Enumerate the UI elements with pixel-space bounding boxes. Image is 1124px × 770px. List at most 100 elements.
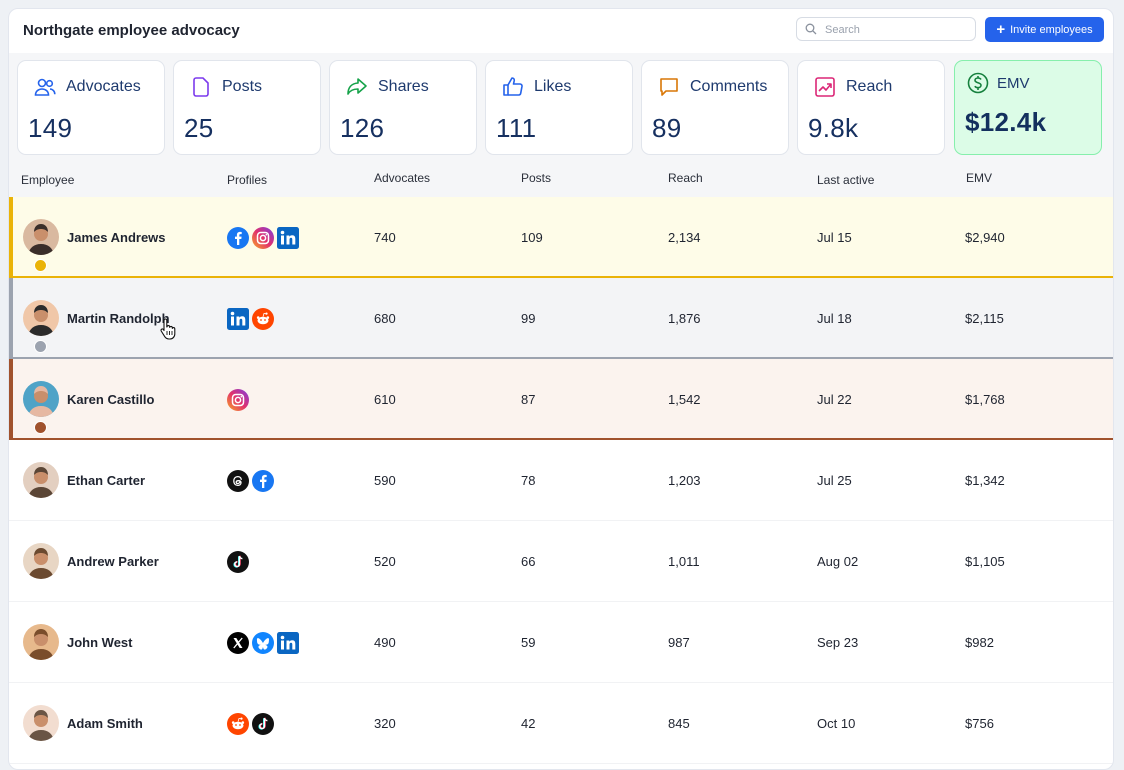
employee-name[interactable]: Martin Randolph bbox=[67, 311, 170, 326]
stat-label: Advocates bbox=[66, 78, 141, 95]
rank-underline bbox=[9, 276, 1113, 278]
stat-value: 25 bbox=[184, 113, 214, 143]
avatar bbox=[23, 705, 59, 741]
search-icon bbox=[805, 23, 817, 35]
avatar bbox=[23, 381, 59, 417]
profile-icons bbox=[227, 632, 299, 654]
threads-icon[interactable] bbox=[227, 470, 249, 492]
stat-label: Likes bbox=[534, 78, 572, 95]
x-icon[interactable] bbox=[227, 632, 249, 654]
bluesky-icon[interactable] bbox=[252, 632, 274, 654]
linkedin-icon[interactable] bbox=[227, 308, 249, 330]
employee-name[interactable]: James Andrews bbox=[67, 230, 166, 245]
table-row[interactable]: Ethan Carter 590 78 1,203 Jul 25 $1,342 bbox=[9, 440, 1113, 521]
employee-name[interactable]: John West bbox=[67, 635, 133, 650]
column-header-profiles[interactable]: Profiles bbox=[227, 173, 268, 187]
invite-employees-button[interactable]: + Invite employees bbox=[985, 17, 1104, 42]
stat-card-posts: Posts 25 bbox=[173, 60, 321, 155]
row-divider bbox=[9, 763, 1113, 764]
cell-reach: 845 bbox=[668, 716, 690, 731]
cell-reach: 1,203 bbox=[668, 473, 701, 488]
cell-emv: $1,105 bbox=[965, 554, 1005, 569]
cell-posts: 59 bbox=[521, 635, 536, 650]
tiktok-icon[interactable] bbox=[252, 713, 274, 735]
profile-icons bbox=[227, 389, 249, 411]
stat-label: Comments bbox=[690, 78, 768, 95]
panel-header: Northgate employee advocacy + Invite emp… bbox=[9, 9, 1113, 53]
column-header-posts[interactable]: Posts bbox=[521, 171, 552, 185]
cell-posts: 66 bbox=[521, 554, 536, 569]
rank-underline bbox=[9, 357, 1113, 359]
row-divider bbox=[9, 601, 1113, 602]
instagram-icon[interactable] bbox=[227, 389, 249, 411]
stat-label: EMV bbox=[997, 75, 1030, 92]
table-row[interactable]: John West 490 59 987 Sep 23 $982 bbox=[9, 602, 1113, 683]
cell-reach: 1,876 bbox=[668, 311, 701, 326]
cell-advocates: 320 bbox=[374, 716, 396, 731]
profile-icons bbox=[227, 308, 274, 330]
stat-label: Shares bbox=[378, 78, 429, 95]
cell-posts: 109 bbox=[521, 230, 543, 245]
cell-last-active: Oct 10 bbox=[817, 716, 856, 731]
reddit-icon[interactable] bbox=[252, 308, 274, 330]
avatar bbox=[23, 219, 59, 255]
cell-emv: $756 bbox=[965, 716, 994, 731]
employee-name[interactable]: Karen Castillo bbox=[67, 392, 155, 407]
stat-card-shares: Shares 126 bbox=[329, 60, 477, 155]
linkedin-icon[interactable] bbox=[277, 227, 299, 249]
reddit-icon[interactable] bbox=[227, 713, 249, 735]
cell-last-active: Sep 23 bbox=[817, 635, 859, 650]
column-header-reach[interactable]: Reach bbox=[668, 171, 703, 185]
cell-last-active: Jul 22 bbox=[817, 392, 852, 407]
stat-card-comments: Comments 89 bbox=[641, 60, 789, 155]
rank-medal-icon bbox=[34, 259, 47, 272]
column-header-last-active[interactable]: Last active bbox=[817, 173, 875, 187]
stats-cards: Advocates 149 Posts 25 Shares 126 Likes … bbox=[9, 53, 1113, 159]
table-row[interactable]: Karen Castillo 610 87 1,542 Jul 22 $1,768 bbox=[9, 359, 1113, 440]
search-input[interactable] bbox=[823, 20, 972, 40]
page-title: Northgate employee advocacy bbox=[23, 22, 240, 39]
facebook-icon[interactable] bbox=[252, 470, 274, 492]
rank-bar bbox=[9, 359, 13, 440]
row-divider bbox=[9, 682, 1113, 683]
tiktok-icon[interactable] bbox=[227, 551, 249, 573]
employee-name[interactable]: Ethan Carter bbox=[67, 473, 146, 488]
instagram-icon[interactable] bbox=[252, 227, 274, 249]
cell-advocates: 610 bbox=[374, 392, 396, 407]
thumbs-up-icon bbox=[503, 77, 523, 96]
table-row[interactable]: Andrew Parker 520 66 1,011 Aug 02 $1,105 bbox=[9, 521, 1113, 602]
column-header-emv[interactable]: EMV bbox=[966, 171, 993, 185]
linkedin-icon[interactable] bbox=[277, 632, 299, 654]
column-header-employee[interactable]: Employee bbox=[21, 173, 75, 187]
stat-card-emv: EMV $12.4k bbox=[954, 60, 1102, 155]
stat-card-advocates: Advocates 149 bbox=[17, 60, 165, 155]
cell-advocates: 740 bbox=[374, 230, 396, 245]
hand-cursor-icon bbox=[160, 318, 176, 340]
cell-emv: $982 bbox=[965, 635, 994, 650]
employee-name[interactable]: Andrew Parker bbox=[67, 554, 159, 569]
table-row[interactable]: James Andrews 740 109 2,134 Jul 15 $2,940 bbox=[9, 197, 1113, 278]
dollar-icon bbox=[967, 72, 989, 94]
document-icon bbox=[193, 77, 209, 97]
stat-card-likes: Likes 111 bbox=[485, 60, 633, 155]
cell-reach: 2,134 bbox=[668, 230, 701, 245]
table-row[interactable]: Martin Randolph 680 99 1,876 Jul 18 $2,115 bbox=[9, 278, 1113, 359]
search-box[interactable] bbox=[796, 17, 976, 41]
avatar bbox=[23, 300, 59, 336]
table-header: Employee Profiles Advocates Posts Reach … bbox=[9, 159, 1113, 198]
column-header-advocates[interactable]: Advocates bbox=[374, 171, 431, 185]
employee-name[interactable]: Adam Smith bbox=[67, 716, 143, 731]
cell-posts: 87 bbox=[521, 392, 536, 407]
avatar bbox=[23, 462, 59, 498]
table-row[interactable]: Adam Smith 320 42 845 Oct 10 $756 bbox=[9, 683, 1113, 764]
avatar bbox=[23, 624, 59, 660]
facebook-icon[interactable] bbox=[227, 227, 249, 249]
stat-value: 89 bbox=[652, 113, 682, 143]
cell-reach: 1,011 bbox=[668, 554, 700, 569]
row-divider bbox=[9, 520, 1113, 521]
profile-icons bbox=[227, 227, 299, 249]
stat-value: 149 bbox=[28, 113, 73, 143]
advocacy-panel: Northgate employee advocacy + Invite emp… bbox=[8, 8, 1114, 770]
cell-posts: 78 bbox=[521, 473, 536, 488]
stat-value: 9.8k bbox=[808, 113, 859, 143]
